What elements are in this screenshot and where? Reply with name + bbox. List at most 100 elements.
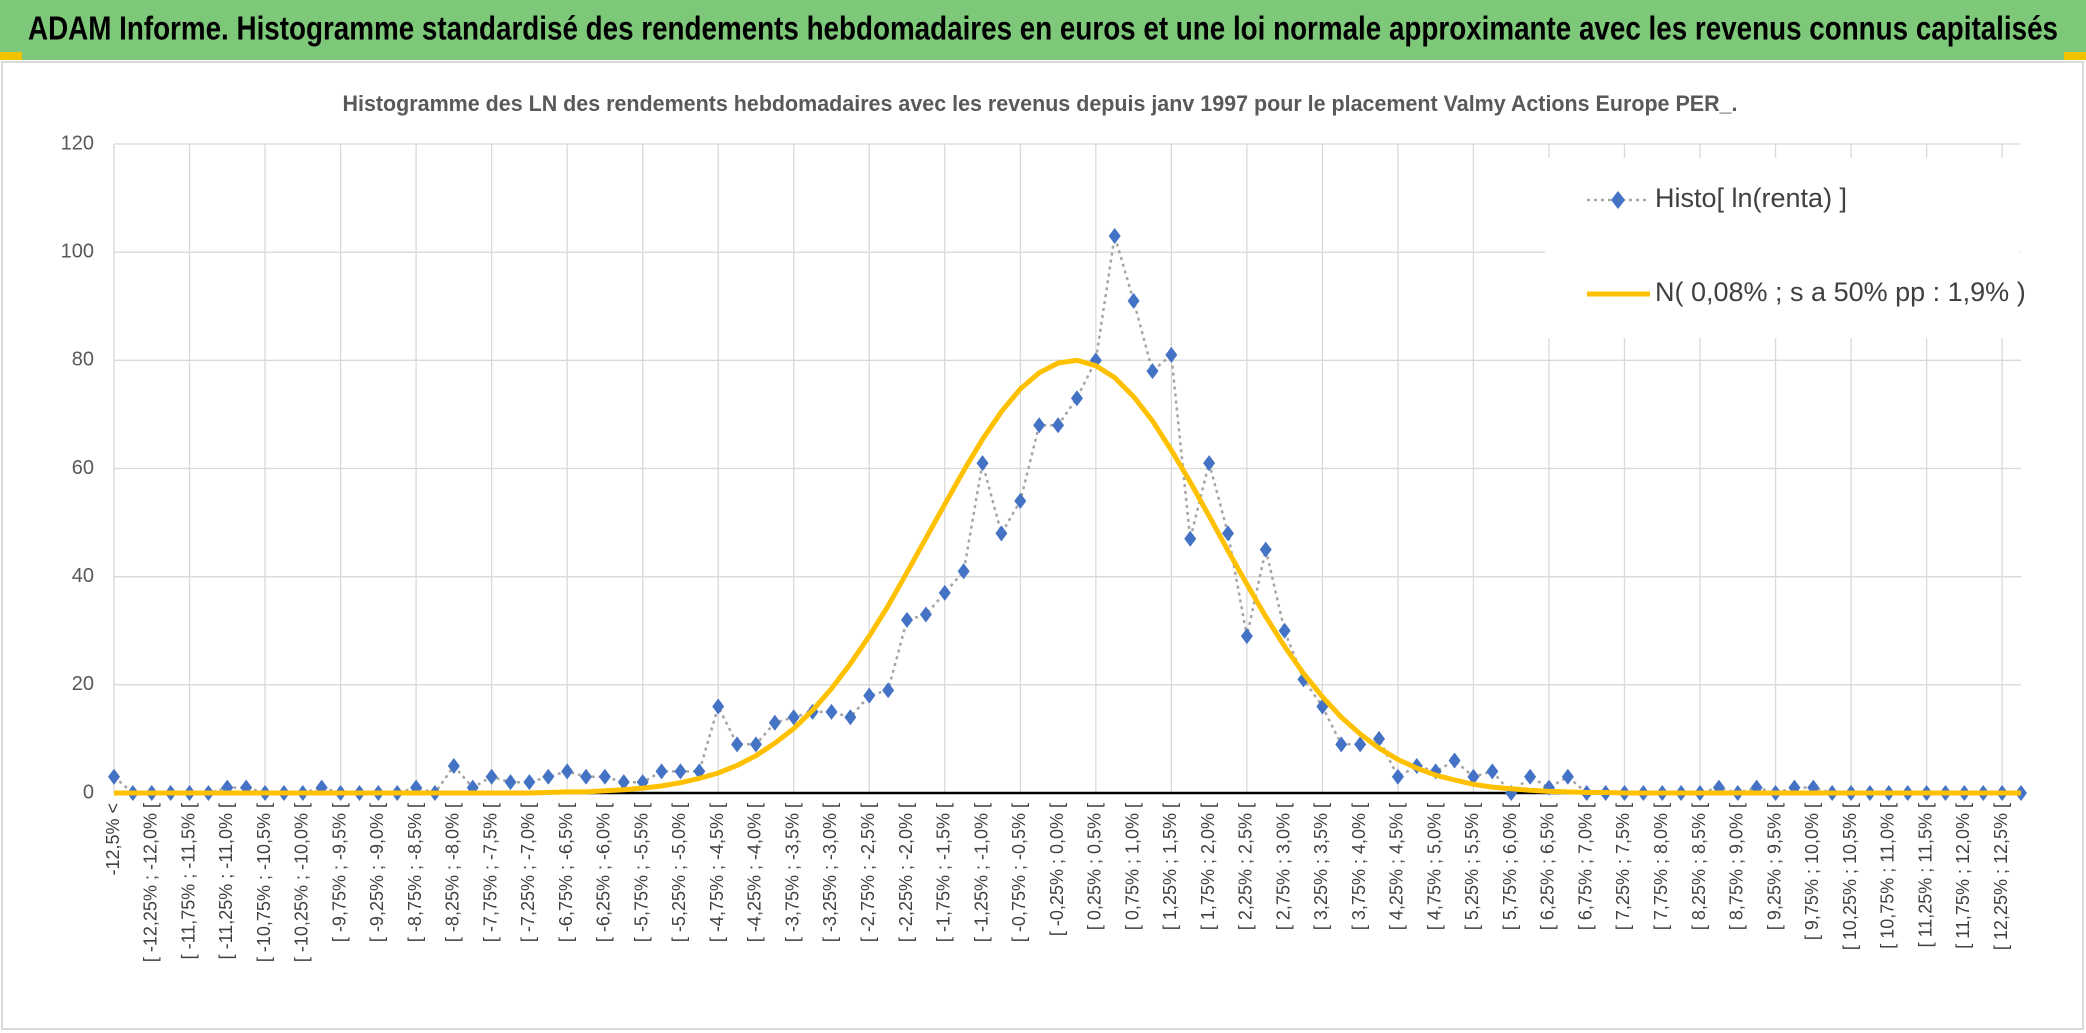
x-tick-label: [ 7,25% ; 7,5% [ — [1613, 803, 1633, 930]
x-tick-label: [ 3,25% ; 3,5% [ — [1311, 803, 1331, 930]
y-tick-label: 120 — [61, 132, 94, 154]
y-tick-label: 40 — [72, 565, 94, 587]
data-point — [882, 682, 895, 699]
x-tick-label: [ -6,75% ; -6,5% [ — [556, 803, 576, 942]
data-point — [674, 763, 687, 780]
data-point — [1014, 492, 1027, 509]
x-tick-label: [ -3,25% ; -3,0% [ — [820, 803, 840, 942]
data-point — [598, 768, 611, 785]
data-point — [995, 525, 1008, 542]
data-point — [447, 757, 460, 774]
x-tick-label: [ -10,75% ; -10,5% [ — [254, 803, 274, 962]
data-point — [1165, 346, 1178, 363]
legend-box — [1545, 158, 2020, 338]
data-point — [523, 774, 536, 791]
x-tick-label: [ -11,75% ; -11,5% [ — [178, 803, 198, 959]
x-tick-label: [ 9,25% ; 9,5% [ — [1764, 803, 1784, 930]
data-point — [844, 709, 857, 726]
x-tick-label: [ -5,75% ; -5,5% [ — [631, 803, 651, 942]
x-tick-label: [ -4,75% ; -4,5% [ — [707, 803, 727, 942]
data-point — [901, 611, 914, 628]
x-tick-label: [ 4,25% ; 4,5% [ — [1387, 803, 1407, 930]
corner-accent — [0, 52, 22, 60]
series-line — [114, 357, 2021, 796]
data-point — [1052, 417, 1065, 434]
legend-label: Histo[ ln(renta) ] — [1655, 183, 1847, 213]
x-tick-label: [ 1,25% ; 1,5% [ — [1160, 803, 1180, 930]
x-tick-label: [ 10,75% ; 11,0% [ — [1878, 803, 1898, 949]
data-point — [542, 768, 555, 785]
data-point — [1127, 292, 1140, 309]
x-tick-label: [ -3,75% ; -3,5% [ — [782, 803, 802, 942]
x-tick-label: [ -1,75% ; -1,5% [ — [934, 803, 954, 942]
data-point — [1240, 628, 1253, 645]
x-tick-label: [ 5,25% ; 5,5% [ — [1462, 803, 1482, 930]
x-tick-label: [ -8,25% ; -8,0% [ — [443, 803, 463, 942]
data-point — [919, 606, 932, 623]
data-point — [712, 698, 725, 715]
x-tick-label: [ -4,25% ; -4,0% [ — [745, 803, 765, 942]
data-point — [863, 687, 876, 704]
data-point — [1467, 768, 1480, 785]
data-point — [749, 736, 762, 753]
x-tick-label: [ 10,25% ; 10,5% [ — [1840, 803, 1860, 950]
data-point — [108, 768, 120, 785]
x-tick-label: [ -2,25% ; -2,0% [ — [896, 803, 916, 942]
x-tick-label: [ -1,25% ; -1,0% [ — [971, 803, 991, 942]
x-tick-label: [ -5,25% ; -5,0% [ — [669, 803, 689, 942]
x-tick-label: [ 1,75% ; 2,0% [ — [1198, 803, 1218, 930]
data-point — [580, 768, 593, 785]
x-tick-label: [ -12,25% ; -12,0% [ — [141, 803, 161, 962]
data-point — [957, 563, 970, 580]
x-tick-label: [ 7,75% ; 8,0% [ — [1651, 803, 1671, 930]
data-point — [1184, 530, 1197, 547]
x-tick-label: [ 0,75% ; 1,0% [ — [1122, 803, 1142, 930]
data-point — [1221, 525, 1234, 542]
x-tick-label: [ 11,75% ; 12,0% [ — [1953, 803, 1973, 949]
data-point — [976, 455, 989, 472]
data-point — [1108, 227, 1121, 244]
x-tick-label: [ -2,75% ; -2,5% [ — [858, 803, 878, 942]
data-point — [1486, 763, 1499, 780]
x-tick-label: [ 8,25% ; 8,5% [ — [1689, 803, 1709, 930]
data-point — [938, 584, 951, 601]
data-point — [1448, 752, 1461, 769]
data-point — [561, 763, 574, 780]
y-tick-label: 100 — [61, 240, 94, 262]
data-point — [1278, 622, 1291, 639]
y-tick-label: 20 — [72, 673, 94, 695]
data-point — [1259, 541, 1272, 558]
data-point — [768, 714, 781, 731]
header-bar — [0, 0, 2086, 60]
x-tick-label: [ 9,75% ; 10,0% [ — [1802, 803, 1822, 940]
data-point — [1203, 455, 1216, 472]
x-tick-label: [ 6,75% ; 7,0% [ — [1575, 803, 1595, 930]
x-tick-label: [ 4,75% ; 5,0% [ — [1424, 803, 1444, 930]
x-tick-label: [ 5,75% ; 6,0% [ — [1500, 803, 1520, 930]
x-tick-label: [ 3,75% ; 4,0% [ — [1349, 803, 1369, 930]
y-tick-label: 0 — [83, 781, 94, 803]
x-tick-label: [ -7,25% ; -7,0% [ — [518, 803, 538, 942]
y-tick-label: 60 — [72, 457, 94, 479]
x-tick-label: [ 2,25% ; 2,5% [ — [1236, 803, 1256, 930]
data-point — [1391, 768, 1404, 785]
x-tick-label: [ -11,25% ; -11,0% [ — [216, 803, 236, 959]
corner-accent — [2064, 52, 2086, 60]
x-tick-label: [ 12,25% ; 12,5% [ — [1991, 803, 2011, 950]
data-point — [655, 763, 668, 780]
x-tick-label: [ 8,75% ; 9,0% [ — [1727, 803, 1747, 930]
x-tick-label: [ -9,25% ; -9,0% [ — [367, 803, 387, 942]
x-tick-label: [ 0,25% ; 0,5% [ — [1085, 803, 1105, 930]
x-tick-label: [ -0,25% ; 0,0% [ — [1047, 803, 1067, 936]
x-tick-label: [ -9,75% ; -9,5% [ — [329, 803, 349, 942]
x-tick-label: [ 11,25% ; 11,5% [ — [1915, 803, 1935, 947]
data-point — [1146, 363, 1159, 380]
data-point — [1070, 390, 1083, 407]
x-tick-label: -12,5% < — [103, 803, 123, 876]
data-point — [617, 774, 630, 791]
data-point — [1354, 736, 1367, 753]
legend-label: N( 0,08% ; s a 50% pp : 1,9% ) — [1655, 277, 2026, 307]
legend-marker — [1611, 191, 1625, 209]
chart-title: Histogramme des LN des rendements hebdom… — [343, 91, 1738, 116]
